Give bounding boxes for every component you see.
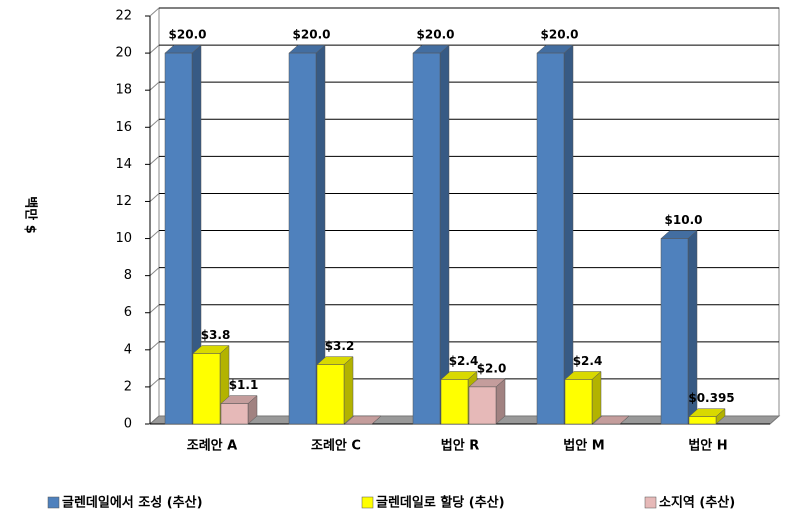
y-tick-label: 12 — [115, 194, 132, 209]
legend-swatch — [47, 496, 60, 509]
bar — [192, 353, 221, 425]
grid-line — [149, 230, 160, 239]
data-label: $2.4 — [573, 354, 603, 368]
bar-side — [591, 370, 602, 425]
bar — [536, 52, 565, 425]
y-tick-label: 2 — [124, 379, 132, 394]
x-tick-label: 법안 H — [688, 438, 727, 454]
grid-line — [149, 155, 160, 165]
bar — [288, 52, 317, 425]
legend-label: 글렌데일로 할당 (추산) — [376, 495, 505, 511]
x-tick-label: 법안 M — [563, 438, 604, 454]
bar — [564, 379, 593, 425]
grid-line — [149, 267, 160, 277]
bar-top — [592, 415, 630, 425]
legend-label: 소지역 (추산) — [659, 495, 735, 511]
y-tick-label: 22 — [115, 9, 132, 24]
data-label: $2.0 — [477, 361, 507, 375]
data-label: $10.0 — [665, 213, 703, 227]
legend-label: 글렌데일에서 조성 (추산) — [62, 495, 203, 511]
bar — [660, 238, 689, 425]
data-label: $20.0 — [417, 28, 455, 42]
grid-line — [149, 44, 160, 54]
data-label: $20.0 — [293, 28, 331, 42]
bar-side — [439, 44, 450, 425]
y-tick-label: 16 — [115, 120, 132, 135]
data-label: $1.1 — [229, 378, 259, 392]
bar — [440, 379, 469, 425]
y-tick-label: 0 — [124, 417, 132, 432]
y-tick-label: 6 — [124, 305, 132, 320]
data-label: $20.0 — [169, 28, 207, 42]
bar-top — [344, 415, 382, 425]
bar — [688, 416, 717, 425]
x-tick-label: 법안 R — [441, 438, 479, 454]
legend-swatch — [644, 496, 657, 509]
y-tick-label: 4 — [124, 342, 132, 357]
data-label: $2.4 — [449, 354, 479, 368]
bar — [316, 364, 345, 425]
data-label: $20.0 — [541, 28, 579, 42]
bar — [468, 386, 497, 425]
y-tick-label: 14 — [115, 157, 132, 172]
bar — [220, 403, 249, 425]
grid-line — [149, 81, 160, 91]
y-tick-label: 18 — [115, 83, 132, 98]
bar — [164, 52, 193, 425]
grid-line — [149, 341, 160, 351]
grid-line — [149, 378, 160, 388]
grid-line — [149, 118, 160, 128]
y-tick-label: 20 — [115, 46, 132, 61]
grid-line — [149, 7, 160, 17]
data-label: $3.2 — [325, 339, 355, 353]
y-axis-label: 백만 $ — [23, 196, 39, 234]
y-tick-label: 8 — [124, 268, 132, 283]
grid-line — [149, 304, 160, 314]
x-tick-label: 조례안 C — [311, 438, 361, 454]
bar — [412, 52, 441, 425]
grid-line — [149, 193, 160, 202]
data-label: $0.395 — [688, 391, 734, 405]
y-tick-label: 10 — [115, 231, 132, 246]
bar-side — [563, 44, 574, 425]
legend-swatch — [361, 496, 374, 509]
data-label: $3.8 — [201, 328, 231, 342]
bar-side — [343, 356, 354, 425]
x-tick-label: 조례안 A — [187, 438, 237, 454]
